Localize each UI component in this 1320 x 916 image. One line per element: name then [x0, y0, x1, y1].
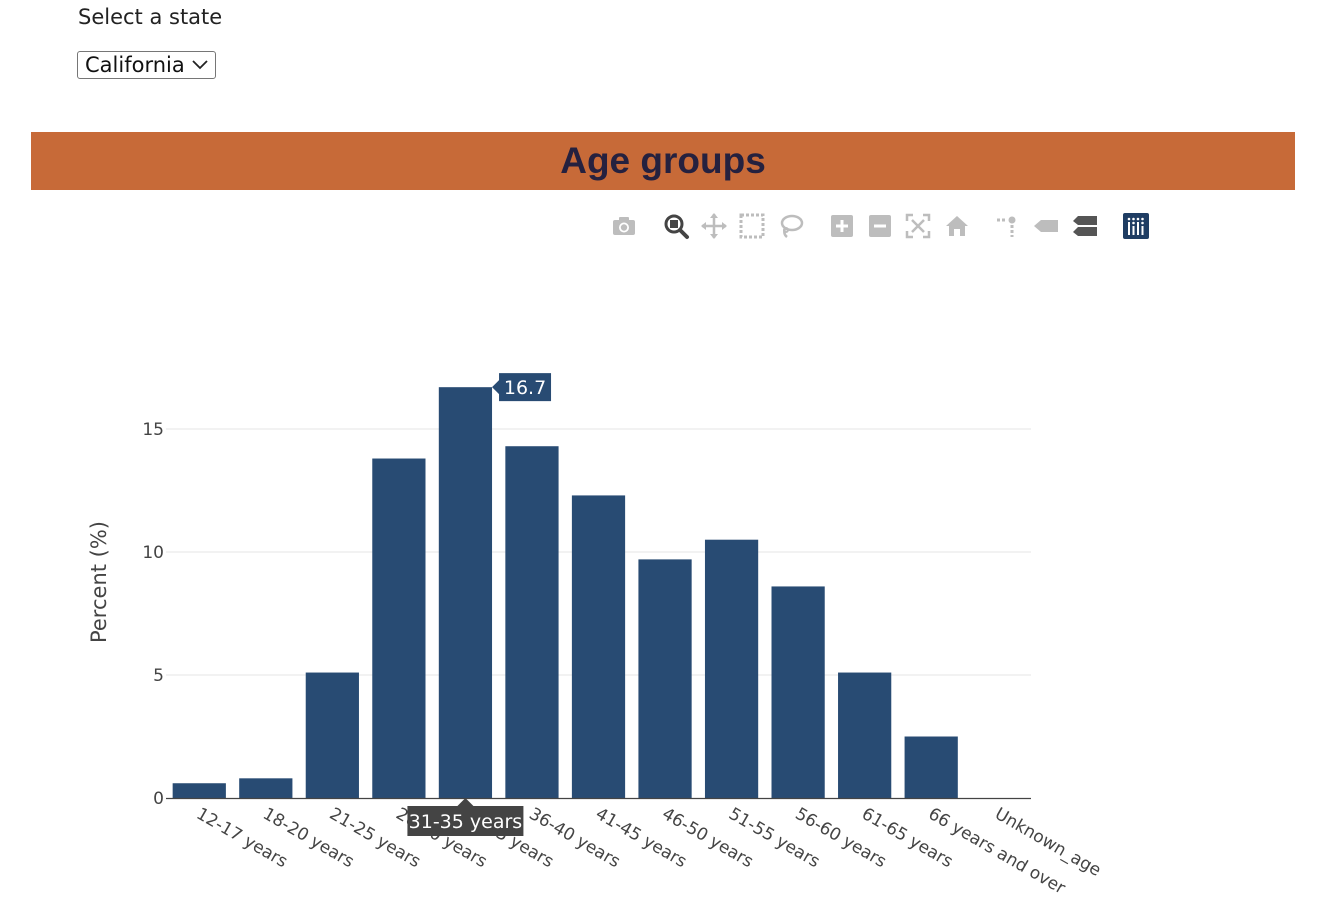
bar — [438, 387, 493, 798]
hover-compare-icon[interactable] — [1067, 208, 1103, 244]
pan-icon[interactable] — [696, 208, 732, 244]
y-tick-label: 0 — [153, 789, 164, 809]
camera-icon[interactable] — [606, 208, 642, 244]
bar — [305, 672, 359, 798]
hover-category-label: 31-35 years — [409, 811, 523, 833]
autoscale-icon[interactable] — [900, 208, 936, 244]
chart-title: Age groups — [560, 140, 766, 181]
zoom-in-icon[interactable] — [824, 208, 860, 244]
zoom-icon[interactable] — [658, 208, 694, 244]
state-dropdown[interactable]: California — [77, 51, 216, 79]
hover-category-tooltip — [407, 798, 524, 836]
lasso-select-icon[interactable] — [773, 208, 809, 244]
bar — [638, 559, 692, 798]
bar — [771, 586, 825, 798]
hover-value-label: 16.7 — [504, 377, 546, 399]
zoom-out-icon[interactable] — [862, 208, 898, 244]
bar — [904, 736, 958, 798]
hover-value-tooltip — [492, 373, 552, 402]
bar — [172, 783, 226, 798]
reset-axes-icon[interactable] — [939, 208, 975, 244]
bar — [571, 495, 626, 798]
y-tick-label: 10 — [142, 543, 164, 563]
y-tick-label: 15 — [142, 420, 164, 440]
bar — [239, 778, 293, 798]
bar — [838, 672, 892, 798]
hover-closest-icon[interactable] — [1028, 208, 1064, 244]
chart-title-banner: Age groups — [31, 132, 1295, 190]
bar — [372, 458, 426, 798]
y-tick-label: 5 — [153, 666, 164, 686]
bar — [704, 539, 759, 798]
plotly-logo-icon[interactable] — [1118, 208, 1154, 244]
y-axis-title: Percent (%) — [87, 521, 111, 643]
state-select-label: Select a state — [78, 5, 223, 29]
chevron-down-icon — [192, 60, 208, 70]
box-select-icon[interactable] — [734, 208, 770, 244]
state-dropdown-value: California — [85, 53, 185, 77]
spike-lines-icon[interactable] — [989, 208, 1025, 244]
bar — [505, 446, 559, 798]
